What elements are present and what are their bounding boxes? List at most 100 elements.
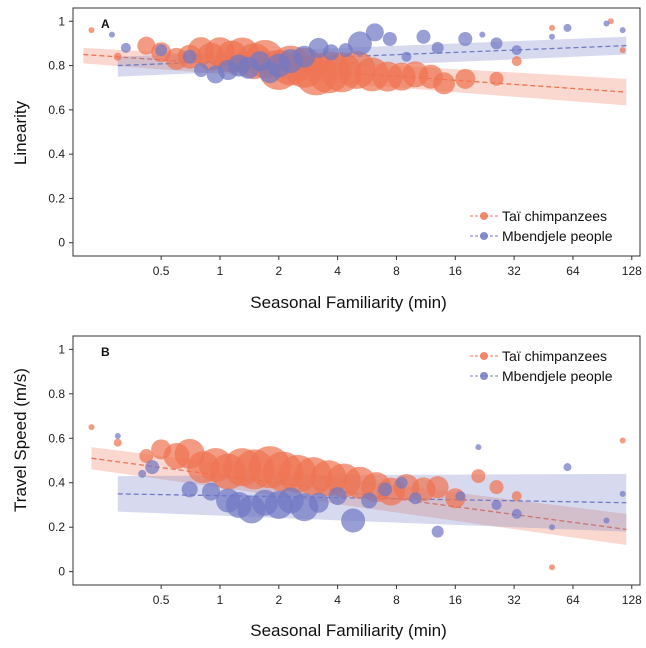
data-point-chimp xyxy=(455,68,476,89)
data-point-human xyxy=(563,463,572,472)
data-point-human xyxy=(347,31,372,56)
data-point-human xyxy=(108,31,115,38)
data-point-human xyxy=(361,492,378,509)
data-point-chimp xyxy=(139,449,154,464)
data-point-chimp xyxy=(113,438,122,447)
legend-marker-human xyxy=(480,372,488,380)
legend: Taï chimpanzees Mbendjele people xyxy=(470,348,613,384)
data-point-human xyxy=(491,499,502,510)
data-point-human xyxy=(511,45,522,56)
data-point-chimp xyxy=(619,47,626,54)
y-tick-label: 0.8 xyxy=(48,387,65,401)
x-tick-label: 64 xyxy=(566,593,580,607)
legend-label-human: Mbendjele people xyxy=(502,368,613,384)
panel-b: B 0 0.2 0.4 0.6 0.8 1 0.5 1 2 4 8 16 32 64 128 Seasonal … xyxy=(11,335,642,640)
data-point-human xyxy=(455,491,466,502)
x-tick-label: 0.5 xyxy=(153,264,170,278)
panel-label: B xyxy=(101,345,110,359)
data-point-human xyxy=(365,23,384,42)
data-point-human xyxy=(475,444,482,451)
y-tick-label: 1 xyxy=(58,342,65,356)
panel-label: A xyxy=(101,17,110,31)
trend-line-human xyxy=(117,493,627,504)
data-point-human xyxy=(458,32,473,46)
x-tick-label: 1 xyxy=(217,264,224,278)
x-axis-title: Seasonal Familiarity (min) xyxy=(250,621,447,640)
data-point-human xyxy=(511,508,522,519)
x-tick-label: 64 xyxy=(566,264,580,278)
x-tick-label: 32 xyxy=(507,593,521,607)
y-tick-label: 0.2 xyxy=(48,191,65,205)
data-point-chimp xyxy=(549,564,556,571)
y-tick-label: 0.6 xyxy=(48,103,65,117)
x-tick-label: 8 xyxy=(393,593,400,607)
data-point-human xyxy=(603,20,610,27)
x-tick-label: 128 xyxy=(622,593,642,607)
data-point-human xyxy=(323,44,340,61)
y-tick-label: 0 xyxy=(58,565,65,579)
x-tick-label: 1 xyxy=(217,593,224,607)
x-tick-label: 4 xyxy=(334,264,341,278)
legend-marker-chimp xyxy=(480,212,488,220)
x-tick-label: 0.5 xyxy=(153,593,170,607)
data-point-chimp xyxy=(88,424,95,431)
legend: Taï chimpanzees Mbendjele people xyxy=(470,208,613,244)
data-point-human xyxy=(416,29,431,44)
data-point-human xyxy=(431,525,444,538)
y-tick-label: 0.4 xyxy=(48,476,65,490)
legend-marker-chimp xyxy=(480,352,488,360)
data-point-human xyxy=(401,51,412,62)
x-tick-label: 16 xyxy=(449,593,463,607)
data-point-chimp xyxy=(549,24,556,31)
x-tick-label: 4 xyxy=(334,593,341,607)
y-axis-title: Travel Speed (m/s) xyxy=(11,368,30,512)
data-point-human xyxy=(328,487,347,506)
trend-line-chimp xyxy=(91,457,627,531)
data-point-chimp xyxy=(113,52,122,61)
data-point-human xyxy=(120,42,131,53)
legend-label-chimp: Taï chimpanzees xyxy=(502,348,607,364)
data-point-chimp xyxy=(88,27,95,34)
legend-label-human: Mbendjele people xyxy=(502,228,613,244)
data-point-human xyxy=(549,33,556,40)
panel-a: A 0 0.2 0.4 0.6 0.8 1 0.5 1 2 4 8 16 32 64 128 Seasonal … xyxy=(11,7,642,312)
data-point-human xyxy=(194,63,209,77)
data-point-chimp xyxy=(432,72,455,95)
y-tick-label: 0.4 xyxy=(48,147,65,161)
data-point-human xyxy=(395,476,408,489)
y-tick-label: 0 xyxy=(58,236,65,250)
y-axis-title: Linearity xyxy=(11,100,30,165)
y-tick-label: 0.8 xyxy=(48,59,65,73)
data-point-human xyxy=(382,32,397,46)
data-point-chimp xyxy=(426,476,449,499)
data-point-human xyxy=(308,492,329,513)
legend-marker-human xyxy=(480,232,488,240)
legend-label-chimp: Taï chimpanzees xyxy=(502,208,607,224)
plot-frame xyxy=(72,7,641,257)
data-point-chimp xyxy=(489,480,504,495)
plot-frame xyxy=(72,335,641,586)
data-point-human xyxy=(479,31,486,38)
data-point-human xyxy=(563,23,572,32)
x-tick-label: 2 xyxy=(275,264,282,278)
data-point-human xyxy=(155,44,168,57)
data-point-human xyxy=(409,492,422,505)
x-tick-label: 16 xyxy=(449,264,463,278)
data-point-chimp xyxy=(511,491,522,502)
x-tick-label: 32 xyxy=(507,264,521,278)
data-point-human xyxy=(202,482,221,501)
y-tick-label: 0.2 xyxy=(48,520,65,534)
data-point-chimp xyxy=(619,437,626,444)
data-point-human xyxy=(145,460,160,475)
data-point-chimp xyxy=(137,36,156,55)
x-axis-title: Seasonal Familiarity (min) xyxy=(250,293,447,312)
data-point-human xyxy=(431,41,444,54)
data-point-human xyxy=(490,37,503,50)
data-point-human xyxy=(182,49,197,64)
y-tick-label: 1 xyxy=(58,14,65,28)
data-point-human xyxy=(181,481,198,498)
data-point-chimp xyxy=(471,469,486,484)
x-tick-label: 8 xyxy=(393,264,400,278)
data-point-human xyxy=(603,517,610,524)
